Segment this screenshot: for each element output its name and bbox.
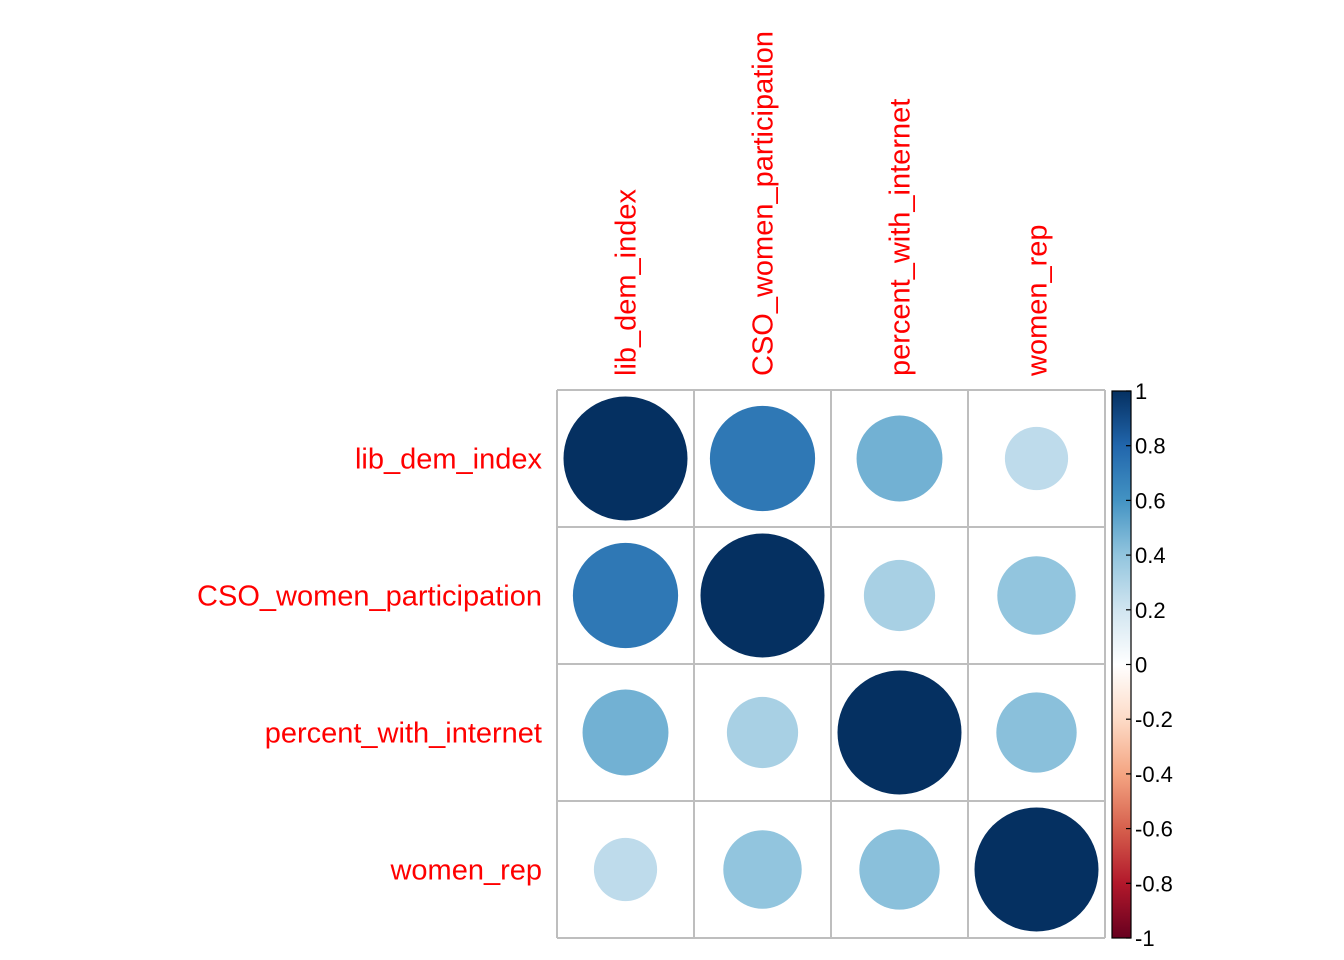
colorbar-tick-label: 0 — [1135, 653, 1147, 678]
colorbar-tick-label: 0.6 — [1135, 488, 1166, 513]
row-labels: lib_dem_index CSO_women_participationperc… — [197, 444, 542, 887]
colorbar-tick-label: 0.2 — [1135, 598, 1166, 623]
correlation-circle-women_rep-lib_dem_index — [593, 837, 658, 902]
correlation-circle-percent_with_internet-lib_dem_index — [582, 689, 669, 776]
correlation-circle-percent_with_internet-CSO_women_participation — [726, 696, 799, 769]
correlation-circle-lib_dem_index-lib_dem_index — [563, 396, 688, 521]
correlation-circle-women_rep-women_rep — [974, 807, 1099, 932]
correlation-circle-lib_dem_index-percent_with_internet — [856, 415, 943, 502]
colorbar-tick-label: -0.8 — [1135, 871, 1173, 896]
row-label: percent_with_internet — [265, 718, 542, 750]
correlation-circle-percent_with_internet-percent_with_internet — [837, 670, 962, 795]
correlation-circle-lib_dem_index-CSO_women_participation — [709, 405, 816, 512]
correlation-circle-CSO_women_participation-women_rep — [997, 556, 1076, 635]
correlation-circle-CSO_women_participation-lib_dem_index — [572, 542, 679, 649]
column-labels: lib_dem_index CSO_women_participation perc… — [611, 31, 1054, 377]
column-label: CSO_women_participation — [748, 31, 780, 376]
correlation-circle-women_rep-CSO_women_participation — [723, 830, 802, 909]
colorbar-tick-label: -1 — [1135, 926, 1155, 951]
row-label: lib_dem_index — [355, 444, 543, 476]
column-label: percent_with_internet — [885, 99, 917, 376]
colorbar-tick-label: -0.4 — [1135, 762, 1173, 787]
colorbar-tick-label: -0.6 — [1135, 817, 1173, 842]
colorbar-tick-label: -0.2 — [1135, 707, 1173, 732]
row-label: women_rep — [389, 855, 542, 887]
color-legend: 1 0.8 0.6 0.4 0.2 0 -0.2 -0.4 -0.6 -0.8 -1 — [1111, 379, 1173, 951]
correlation-circles — [563, 396, 1099, 932]
column-label: lib_dem_index — [611, 188, 643, 376]
correlation-circle-CSO_women_participation-percent_with_internet — [863, 559, 936, 632]
matrix-grid — [556, 389, 1106, 939]
row-label: CSO_women_participation — [197, 581, 542, 613]
colorbar-tick-label: 0.4 — [1135, 543, 1166, 568]
colorbar-tick-label: 1 — [1135, 379, 1147, 404]
correlation-circle-CSO_women_participation-CSO_women_participation — [700, 533, 825, 658]
column-label: women_rep — [1022, 224, 1054, 377]
correlation-circle-lib_dem_index-women_rep — [1004, 426, 1069, 491]
correlation-circle-percent_with_internet-women_rep — [996, 692, 1077, 773]
correlation-circle-women_rep-percent_with_internet — [859, 829, 940, 910]
colorbar-tick-label: 0.8 — [1135, 434, 1166, 459]
